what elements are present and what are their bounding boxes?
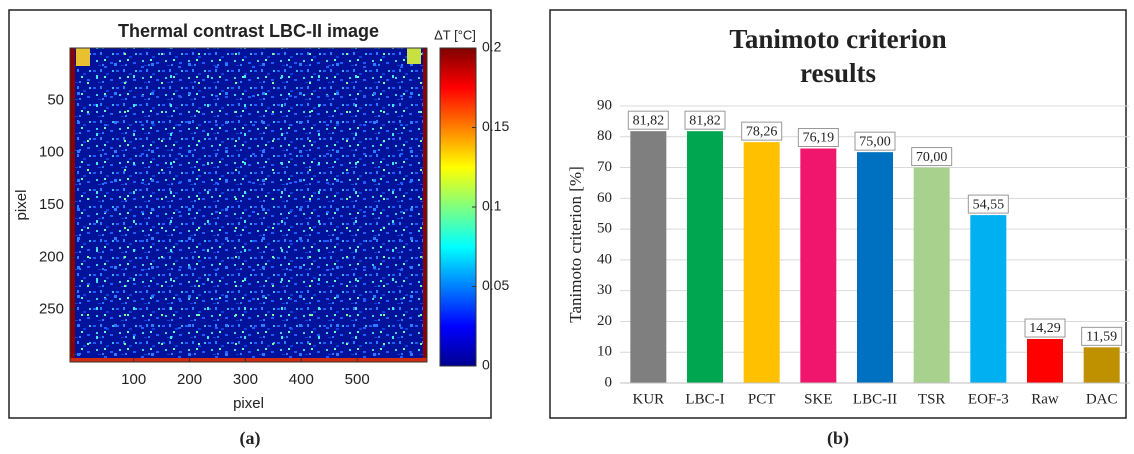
y-tick-label: 50: [47, 91, 64, 108]
x-tick-label: Raw: [1031, 391, 1059, 407]
heatmap-texture: [70, 48, 427, 362]
y-tick-label: 0: [605, 374, 613, 390]
x-tick-label: LBC-I: [685, 391, 724, 407]
heatmap-edge: [423, 48, 427, 362]
caption: (a): [240, 428, 261, 449]
value-label: 70,00: [916, 150, 948, 165]
x-tick-label: 500: [345, 371, 370, 388]
colorbar-tick-label: 0.1: [482, 198, 502, 214]
x-tick-label: DAC: [1086, 391, 1118, 407]
y-tick-label: 10: [597, 344, 612, 360]
x-tick-label: 200: [177, 371, 202, 388]
y-tick-label: 150: [39, 196, 64, 213]
colorbar: [440, 48, 476, 366]
y-tick-label: 20: [597, 313, 612, 329]
value-label: 54,55: [973, 197, 1005, 212]
value-label: 75,00: [859, 134, 891, 149]
y-tick-label: 50: [597, 221, 612, 237]
value-label: 81,82: [633, 113, 665, 128]
bar: [687, 131, 723, 383]
colorbar-tick-label: 0.05: [482, 277, 509, 293]
y-axis-label: Tanimoto criterion [%]: [566, 166, 585, 322]
colorbar-label: ΔT [°C]: [434, 27, 476, 42]
value-label: 14,29: [1029, 321, 1061, 336]
x-tick-label: 100: [121, 371, 146, 388]
figure: Thermal contrast LBC-II image10020030040…: [0, 0, 1134, 454]
y-tick-label: 40: [597, 251, 612, 267]
bar: [1027, 339, 1063, 383]
y-tick-label: 80: [597, 128, 612, 144]
x-tick-label: TSR: [918, 391, 946, 407]
value-label: 81,82: [689, 113, 721, 128]
x-tick-label: PCT: [748, 391, 776, 407]
y-tick-label: 70: [597, 159, 612, 175]
colorbar-tick-label: 0: [482, 357, 490, 373]
bar: [914, 168, 950, 383]
heatmap-edge: [407, 48, 421, 64]
y-tick-label: 30: [597, 282, 612, 298]
value-label: 11,59: [1086, 330, 1117, 345]
bar: [800, 149, 836, 383]
bar: [970, 215, 1006, 383]
chart-title: results: [800, 58, 876, 88]
bar: [857, 152, 893, 383]
colorbar-tick-label: 0.2: [482, 39, 502, 55]
x-tick-label: KUR: [632, 391, 664, 407]
x-tick-label: SKE: [804, 391, 832, 407]
heatmap-edge: [70, 358, 427, 362]
caption: (b): [827, 428, 849, 449]
x-tick-label: EOF-3: [968, 391, 1009, 407]
bar: [630, 131, 666, 383]
heatmap-edge: [76, 48, 90, 66]
y-tick-label: 200: [39, 248, 64, 265]
panel-b: Tanimoto criterion results 0 10 20 30 40 50 60 70…: [566, 24, 1130, 449]
x-tick-label: 300: [233, 371, 258, 388]
value-label: 76,19: [803, 131, 835, 146]
y-tick-label: 100: [39, 144, 64, 161]
y-tick-label: 90: [597, 97, 612, 113]
bar: [1084, 347, 1120, 383]
y-axis-label: pixel: [13, 190, 30, 221]
y-tick-label: 60: [597, 190, 612, 206]
x-axis-label: pixel: [233, 395, 264, 412]
value-label: 78,26: [746, 124, 778, 139]
page: {"chart_data": [ {"type": "heatmap", "ti…: [0, 0, 1134, 454]
chart-title: Thermal contrast LBC-II image: [118, 21, 379, 41]
chart-title: Tanimoto criterion: [729, 24, 946, 54]
x-tick-label: 400: [289, 371, 314, 388]
colorbar-tick-label: 0.15: [482, 118, 509, 134]
x-tick-label: LBC-II: [853, 391, 897, 407]
panel-a: Thermal contrast LBC-II image 100 200 300 40…: [13, 21, 509, 449]
bar: [744, 142, 780, 383]
y-tick-label: 250: [39, 301, 64, 318]
